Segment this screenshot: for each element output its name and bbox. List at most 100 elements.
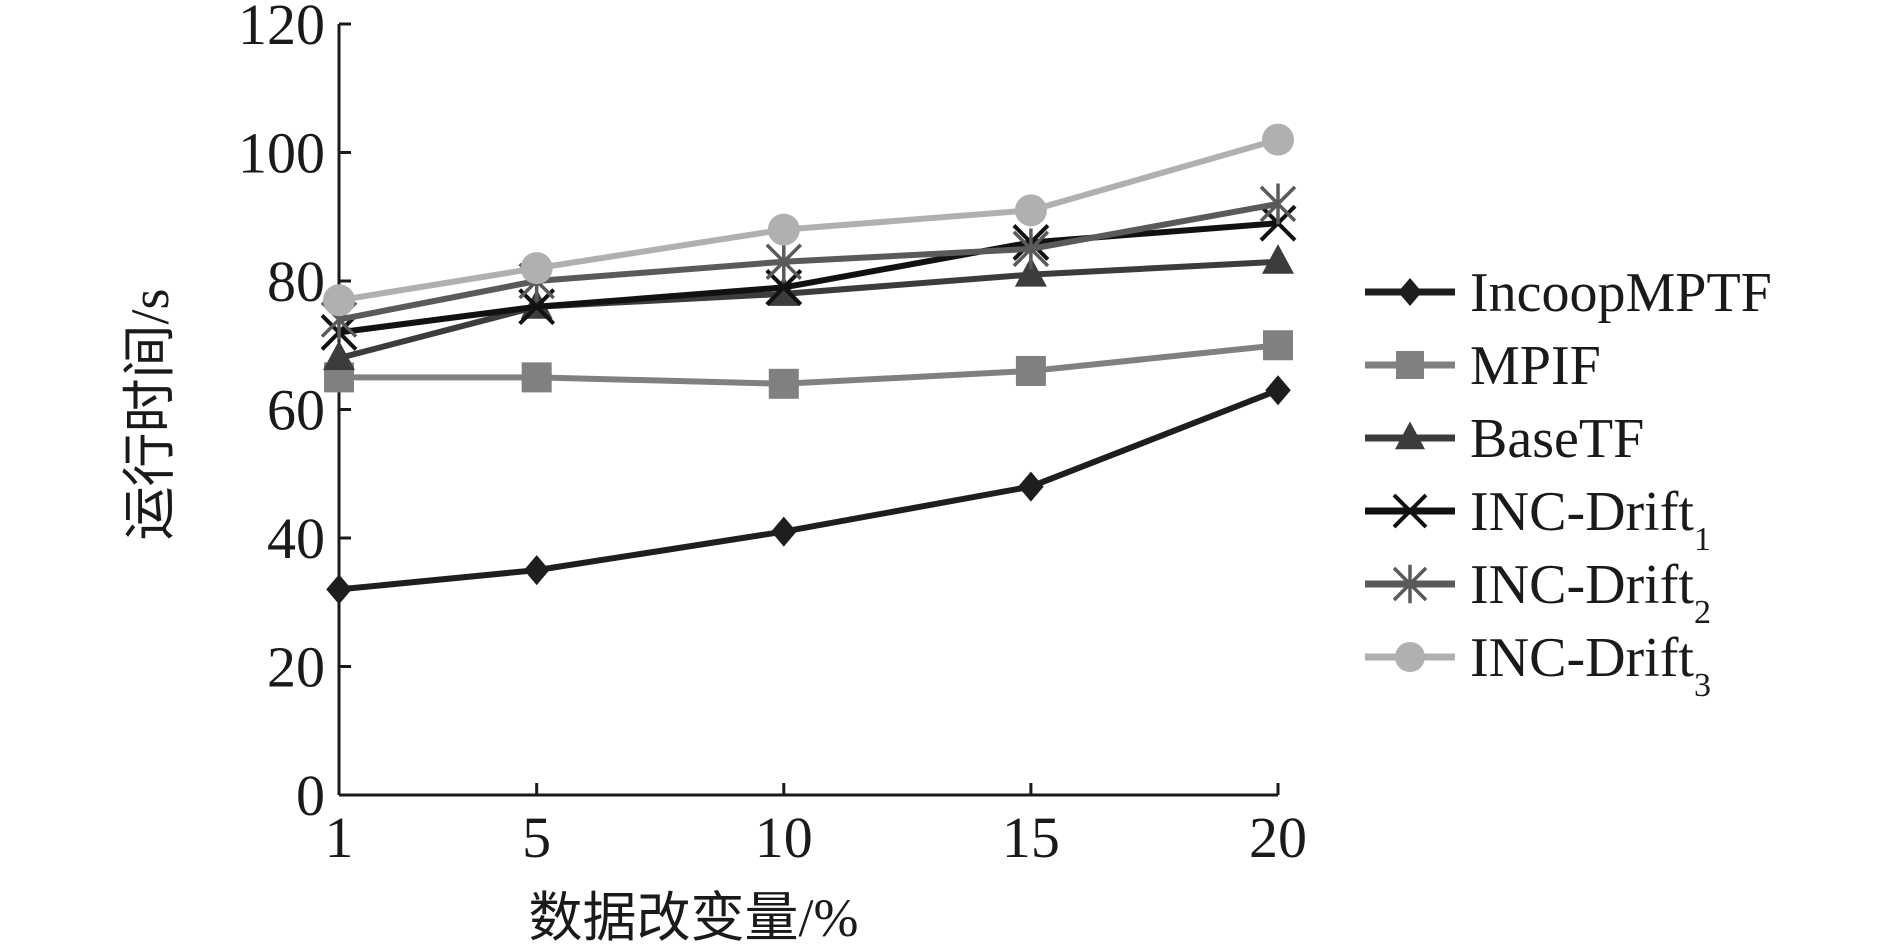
series-INC-Drift3 (323, 123, 1294, 317)
series-IncoopMPTF (326, 375, 1291, 605)
legend-label: MPIF (1470, 335, 1601, 397)
square-marker (768, 368, 799, 399)
y-tick-label: 40 (267, 506, 325, 571)
y-axis-title: 运行时间/s (120, 288, 180, 540)
legend-label: INC-Drift1 (1470, 481, 1711, 558)
x-marker (518, 288, 556, 326)
series-line (339, 342, 1279, 387)
data-point (1015, 355, 1046, 386)
triangle-marker (323, 340, 355, 371)
legend-label: IncoopMPTF (1470, 262, 1772, 324)
y-tick-label: 120 (238, 0, 325, 57)
data-point (767, 276, 800, 306)
square-marker (1263, 330, 1293, 361)
star-marker (1012, 228, 1050, 270)
diamond-marker (1398, 278, 1422, 306)
series-line (338, 136, 1279, 304)
circle-marker (1395, 642, 1425, 672)
x-tick-label: 10 (755, 805, 813, 870)
x-marker (1392, 493, 1428, 529)
legend-label-main: BaseTF (1470, 408, 1644, 470)
y-tick-label: 60 (267, 378, 325, 443)
legend-item: BaseTF (1365, 408, 1644, 470)
legend-item: IncoopMPTF (1365, 262, 1772, 324)
y-tick-label: 0 (296, 763, 325, 828)
data-point (1262, 123, 1294, 156)
data-point (1014, 256, 1047, 287)
legend-label: INC-Drift3 (1470, 627, 1711, 704)
data-point (1263, 330, 1293, 361)
legend-item: INC-Drift1 (1365, 481, 1711, 558)
diamond-marker (771, 516, 797, 547)
x-tick-label: 1 (325, 805, 354, 870)
data-point (1259, 183, 1297, 225)
circle-marker (520, 252, 553, 285)
data-point (767, 213, 800, 246)
star-marker (1392, 564, 1428, 604)
data-point (523, 555, 550, 586)
legend-item: INC-Drift3 (1365, 627, 1711, 704)
x-marker (765, 269, 803, 306)
series-line (338, 200, 1279, 323)
data-point (1265, 375, 1291, 406)
square-marker (1015, 355, 1046, 386)
square-marker (1396, 351, 1424, 379)
diamond-marker (326, 574, 352, 605)
triangle-marker (1014, 256, 1047, 287)
diamond-marker (1018, 471, 1044, 502)
circle-marker (767, 213, 800, 246)
data-point (521, 362, 552, 393)
legend-item: MPIF (1365, 335, 1601, 397)
circle-marker (323, 284, 355, 317)
data-point (323, 284, 355, 317)
data-point (323, 340, 355, 371)
series-INC-Drift2 (320, 183, 1297, 340)
legend: IncoopMPTFMPIFBaseTFINC-Drift1INC-Drift2… (1365, 262, 1772, 704)
data-point (765, 241, 803, 283)
diamond-marker (1265, 375, 1291, 406)
data-point (1012, 228, 1050, 270)
data-point (1018, 471, 1044, 502)
legend-label-subscript: 1 (1694, 521, 1711, 558)
data-point (765, 269, 803, 306)
diamond-marker (523, 555, 550, 586)
data-point (771, 516, 797, 547)
legend-label-subscript: 3 (1694, 667, 1711, 704)
series-MPIF (324, 330, 1293, 399)
x-tick-label: 20 (1249, 805, 1307, 870)
y-tick-label: 100 (238, 121, 325, 186)
legend-item: INC-Drift2 (1365, 554, 1711, 631)
star-marker (765, 241, 803, 283)
x-axis-title: 数据改变量/% (529, 888, 859, 948)
circle-marker (1262, 123, 1294, 156)
data-point (520, 252, 553, 285)
series-layer (320, 123, 1297, 605)
data-point (326, 574, 352, 605)
legend-label-main: MPIF (1470, 335, 1601, 397)
legend-label-subscript: 2 (1694, 594, 1711, 631)
triangle-marker (767, 276, 800, 306)
legend-label-main: INC-Drift (1470, 627, 1694, 689)
triangle-marker (1395, 421, 1425, 450)
data-point (1262, 244, 1294, 274)
y-tick-label: 80 (267, 249, 325, 314)
series-line (338, 387, 1280, 593)
circle-marker (1014, 194, 1047, 227)
triangle-marker (1262, 244, 1294, 274)
y-tick-label: 20 (267, 635, 325, 700)
square-marker (521, 362, 552, 393)
legend-label-main: INC-Drift (1470, 554, 1694, 616)
legend-label: INC-Drift2 (1470, 554, 1711, 631)
x-tick-label: 15 (1002, 805, 1060, 870)
legend-label-main: INC-Drift (1470, 481, 1694, 543)
legend-label: BaseTF (1470, 408, 1644, 470)
x-tick-label: 5 (522, 805, 551, 870)
series-BaseTF (323, 244, 1294, 371)
data-point (518, 288, 556, 326)
data-point (768, 368, 799, 399)
star-marker (1259, 183, 1297, 225)
legend-label-main: IncoopMPTF (1470, 262, 1772, 324)
data-point (1014, 194, 1047, 227)
